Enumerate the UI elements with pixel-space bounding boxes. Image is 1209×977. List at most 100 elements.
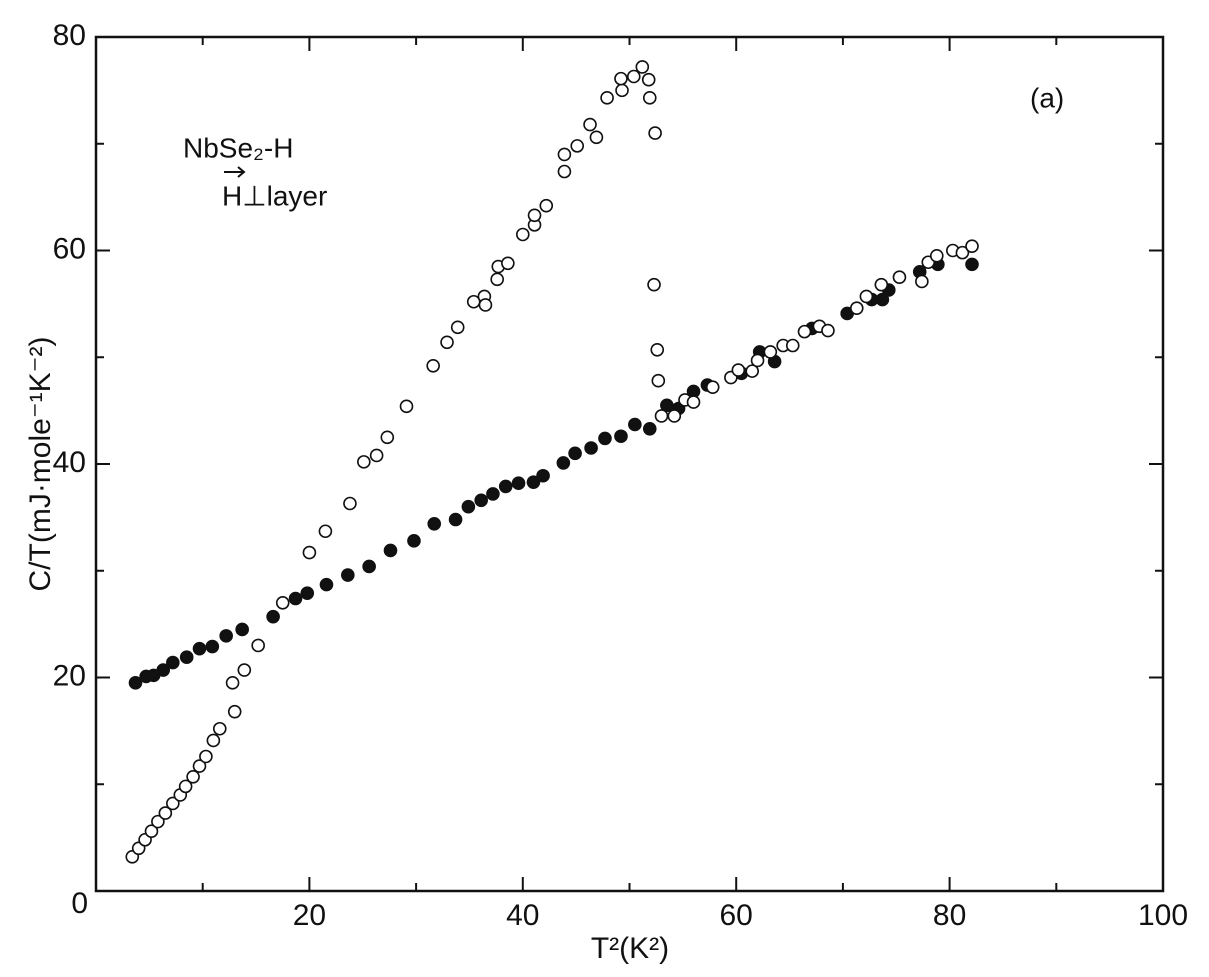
data-point bbox=[166, 655, 180, 670]
data-point bbox=[288, 591, 303, 606]
data-point bbox=[686, 395, 701, 409]
data-point bbox=[821, 323, 835, 338]
data-point bbox=[478, 298, 493, 312]
data-point bbox=[750, 353, 765, 368]
data-point bbox=[892, 270, 907, 284]
data-point bbox=[568, 446, 582, 461]
data-point bbox=[461, 499, 476, 514]
data-point bbox=[186, 769, 200, 784]
plot-frame bbox=[94, 35, 1165, 893]
data-point bbox=[302, 545, 317, 560]
data-point bbox=[237, 663, 252, 677]
data-point bbox=[641, 72, 656, 87]
vector-arrow bbox=[224, 166, 246, 178]
data-point bbox=[343, 496, 357, 511]
data-point bbox=[369, 448, 384, 463]
x-axis-label: T²(K²) bbox=[591, 932, 669, 965]
y-tick-label: 80 bbox=[53, 19, 86, 52]
data-point bbox=[615, 83, 629, 98]
data-point bbox=[763, 345, 778, 359]
data-point bbox=[526, 475, 541, 489]
data-point bbox=[635, 60, 650, 74]
data-point bbox=[915, 274, 929, 289]
data-point bbox=[166, 796, 180, 811]
data-point bbox=[199, 749, 213, 764]
data-point bbox=[527, 208, 542, 223]
annotation: H⊥layer bbox=[222, 180, 327, 211]
x-tick-label: 80 bbox=[933, 899, 966, 932]
data-point bbox=[235, 622, 249, 637]
data-point bbox=[486, 487, 500, 501]
data-point bbox=[383, 543, 398, 558]
x-tick-label: 20 bbox=[293, 899, 326, 932]
data-point bbox=[275, 595, 290, 610]
data-point bbox=[192, 641, 207, 656]
data-point bbox=[501, 256, 515, 271]
data-point bbox=[600, 91, 614, 105]
data-point bbox=[965, 257, 979, 272]
data-point bbox=[156, 663, 171, 677]
annotation: NbSe₂-H bbox=[183, 132, 293, 163]
data-point bbox=[705, 380, 720, 394]
data-point bbox=[448, 512, 463, 527]
data-point bbox=[227, 704, 242, 719]
data-point bbox=[427, 516, 442, 531]
data-point bbox=[192, 759, 207, 773]
data-point bbox=[362, 559, 376, 574]
data-point bbox=[318, 524, 333, 539]
data-point bbox=[859, 289, 874, 304]
data-point bbox=[797, 324, 812, 339]
data-point bbox=[626, 69, 641, 84]
data-point bbox=[536, 468, 550, 483]
data-point bbox=[205, 639, 220, 654]
y-tick-label: 60 bbox=[53, 232, 86, 265]
data-point bbox=[440, 335, 454, 350]
data-point bbox=[557, 164, 572, 179]
data-point bbox=[539, 198, 554, 213]
data-point bbox=[399, 399, 414, 414]
data-point bbox=[849, 301, 864, 315]
data-point bbox=[614, 429, 628, 444]
data-point bbox=[583, 117, 597, 132]
data-point bbox=[178, 779, 193, 794]
data-point bbox=[144, 824, 159, 839]
data-point bbox=[557, 147, 572, 162]
annotation: (a) bbox=[1030, 82, 1064, 113]
data-point bbox=[556, 456, 571, 470]
data-point bbox=[426, 358, 440, 373]
data-point bbox=[584, 441, 598, 455]
data-point bbox=[654, 409, 669, 423]
data-point bbox=[515, 227, 530, 242]
data-point bbox=[407, 534, 421, 548]
data-point bbox=[357, 455, 371, 469]
data-point bbox=[212, 721, 227, 736]
data-point bbox=[266, 609, 280, 624]
data-point bbox=[651, 373, 666, 388]
data-point bbox=[745, 364, 760, 378]
data-point bbox=[628, 417, 642, 432]
data-point bbox=[955, 245, 970, 260]
data-point bbox=[319, 577, 334, 592]
data-point bbox=[667, 409, 682, 423]
data-point bbox=[642, 91, 657, 105]
data-point bbox=[225, 676, 240, 690]
data-point bbox=[158, 806, 173, 820]
data-point bbox=[965, 239, 979, 254]
data-point bbox=[474, 493, 488, 508]
data-point bbox=[614, 71, 628, 86]
data-point bbox=[731, 363, 746, 377]
data-point bbox=[648, 126, 662, 140]
data-point bbox=[570, 139, 585, 153]
data-point bbox=[341, 568, 355, 582]
data-point bbox=[179, 650, 194, 665]
y-tick-label: 20 bbox=[53, 659, 86, 692]
y-axis-label: C/T(mJ·mole⁻¹K⁻²) bbox=[24, 337, 57, 592]
x-tick-label: 40 bbox=[506, 899, 539, 932]
data-point bbox=[251, 638, 265, 653]
data-point bbox=[219, 629, 233, 643]
x-tick-label: 100 bbox=[1138, 899, 1188, 932]
y-tick-label: 40 bbox=[53, 446, 86, 479]
data-point bbox=[647, 277, 661, 292]
data-point bbox=[498, 479, 513, 494]
